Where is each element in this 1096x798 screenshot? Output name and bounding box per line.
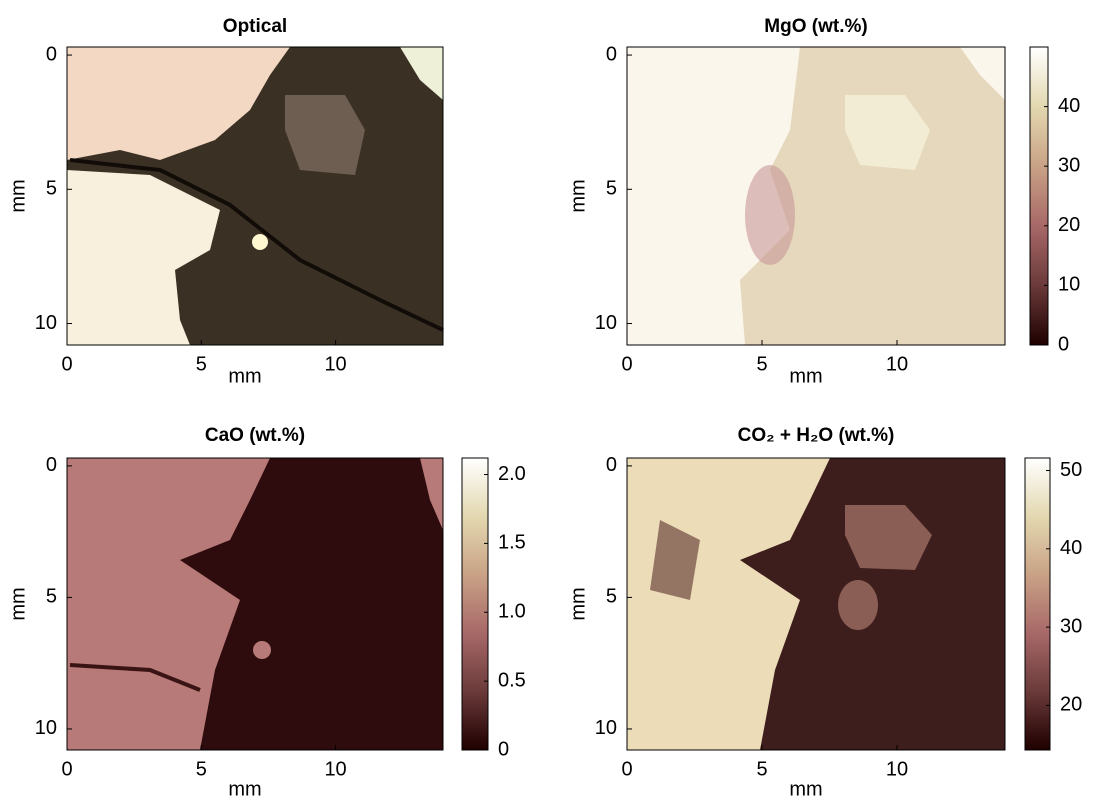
panel-title: MgO (wt.%) <box>764 16 867 37</box>
x-tick-label: 5 <box>196 353 207 375</box>
y-tick-label: 10 <box>595 717 617 739</box>
colorbar <box>1024 457 1051 751</box>
colorbar <box>461 457 489 751</box>
x-tick-label: 5 <box>756 758 767 780</box>
colorbar-tick-label: 50 <box>1060 459 1082 481</box>
y-tick-label: 5 <box>606 586 617 608</box>
x-tick-label: 10 <box>324 353 346 375</box>
colorbar-tick-label: 0 <box>1058 333 1069 355</box>
x-tick-label: 10 <box>886 353 908 375</box>
colorbar-tick-label: 40 <box>1058 95 1080 117</box>
colorbar-tick-label: 40 <box>1060 537 1082 559</box>
panel-title: CaO (wt.%) <box>205 425 305 446</box>
x-tick-label: 0 <box>61 758 72 780</box>
colorbar-tick-label: 10 <box>1058 274 1080 296</box>
y-tick-label: 5 <box>46 178 57 200</box>
colorbar-tick-label: 30 <box>1058 154 1080 176</box>
mgo-image <box>627 47 1005 345</box>
colorbar <box>1029 46 1049 346</box>
axes-frame <box>66 46 444 346</box>
colorbar-tick-label: 0.5 <box>498 669 526 691</box>
y-tick-label: 0 <box>46 43 57 65</box>
co2-image <box>627 458 1005 750</box>
x-tick-label: 5 <box>756 353 767 375</box>
y-tick-label: 10 <box>595 312 617 334</box>
y-axis-label: mm <box>7 587 29 620</box>
y-axis-label: mm <box>567 179 589 212</box>
x-axis-label: mm <box>228 778 261 798</box>
panel-title: CO₂ + H₂O (wt.%) <box>738 425 895 446</box>
colorbar-tick-label: 0 <box>498 738 509 760</box>
axes-frame <box>626 46 1006 346</box>
x-tick-label: 10 <box>324 758 346 780</box>
panel-title: Optical <box>223 16 287 37</box>
colorbar-tick-label: 1.0 <box>498 601 526 623</box>
y-axis-label: mm <box>7 179 29 212</box>
axes-frame <box>626 457 1006 751</box>
colorbar-tick-label: 2.0 <box>498 463 526 485</box>
colorbar-tick-label: 30 <box>1060 615 1082 637</box>
x-tick-label: 0 <box>621 758 632 780</box>
y-tick-label: 5 <box>46 586 57 608</box>
x-tick-label: 0 <box>621 353 632 375</box>
optical-image <box>67 47 444 345</box>
x-axis-label: mm <box>789 365 822 387</box>
colorbar-tick-label: 20 <box>1060 694 1082 716</box>
y-axis-label: mm <box>567 587 589 620</box>
y-tick-label: 10 <box>35 312 57 334</box>
x-axis-label: mm <box>228 365 261 387</box>
y-tick-label: 0 <box>606 43 617 65</box>
y-tick-label: 0 <box>46 454 57 476</box>
x-axis-label: mm <box>789 778 822 798</box>
y-tick-label: 10 <box>35 717 57 739</box>
cao-image <box>67 458 443 750</box>
x-tick-label: 10 <box>886 758 908 780</box>
y-tick-label: 0 <box>606 454 617 476</box>
y-tick-label: 5 <box>606 178 617 200</box>
x-tick-label: 5 <box>196 758 207 780</box>
axes-frame <box>66 457 444 751</box>
colorbar-tick-label: 20 <box>1058 214 1080 236</box>
colorbar-tick-label: 1.5 <box>498 532 526 554</box>
x-tick-label: 0 <box>61 353 72 375</box>
